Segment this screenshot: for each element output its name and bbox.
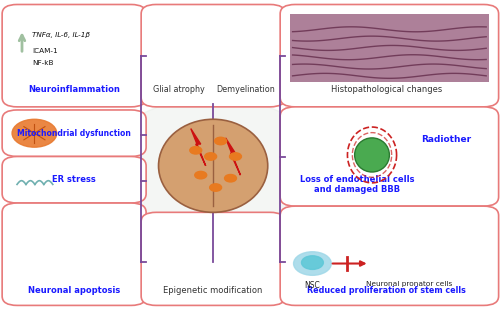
Text: TNFα, IL-6, IL-1β: TNFα, IL-6, IL-1β xyxy=(32,33,90,38)
FancyBboxPatch shape xyxy=(141,4,285,107)
FancyBboxPatch shape xyxy=(141,212,285,305)
Circle shape xyxy=(302,256,324,269)
Circle shape xyxy=(190,146,202,154)
Ellipse shape xyxy=(354,138,390,172)
Text: Neuronal pronator cells: Neuronal pronator cells xyxy=(366,280,452,287)
Text: Epigenetic modification: Epigenetic modification xyxy=(164,285,263,295)
Text: Neuronal apoptosis: Neuronal apoptosis xyxy=(28,285,120,295)
FancyBboxPatch shape xyxy=(2,110,146,156)
Circle shape xyxy=(104,98,322,234)
Text: Glial atrophy: Glial atrophy xyxy=(152,85,204,95)
Text: Mitochondrial dysfunction: Mitochondrial dysfunction xyxy=(17,129,131,138)
Text: Reduced proliferation of stem cells: Reduced proliferation of stem cells xyxy=(308,285,466,295)
Text: NF-kB: NF-kB xyxy=(32,60,54,66)
Text: ER stress: ER stress xyxy=(52,175,96,184)
Circle shape xyxy=(224,174,236,182)
Circle shape xyxy=(214,137,226,145)
Text: Histopathological changes: Histopathological changes xyxy=(332,85,442,95)
Text: NSC: NSC xyxy=(304,280,320,290)
Circle shape xyxy=(204,153,216,160)
Text: Loss of endothelial cells
and damaged BBB: Loss of endothelial cells and damaged BB… xyxy=(300,175,414,194)
Text: Radiother: Radiother xyxy=(421,135,472,144)
Circle shape xyxy=(294,252,332,275)
FancyBboxPatch shape xyxy=(280,4,498,107)
Circle shape xyxy=(230,153,241,160)
Text: Neuroinflammation: Neuroinflammation xyxy=(28,85,120,95)
Ellipse shape xyxy=(158,119,268,212)
Text: ICAM-1: ICAM-1 xyxy=(32,48,58,54)
FancyBboxPatch shape xyxy=(2,4,146,107)
FancyBboxPatch shape xyxy=(280,107,498,206)
Bar xyxy=(290,14,488,82)
Text: Demyelination: Demyelination xyxy=(216,85,275,95)
FancyBboxPatch shape xyxy=(2,203,146,305)
FancyBboxPatch shape xyxy=(280,206,498,305)
Circle shape xyxy=(195,172,206,179)
Polygon shape xyxy=(191,129,206,166)
Circle shape xyxy=(210,184,222,191)
FancyBboxPatch shape xyxy=(2,156,146,203)
Circle shape xyxy=(12,119,57,147)
Polygon shape xyxy=(226,138,240,175)
